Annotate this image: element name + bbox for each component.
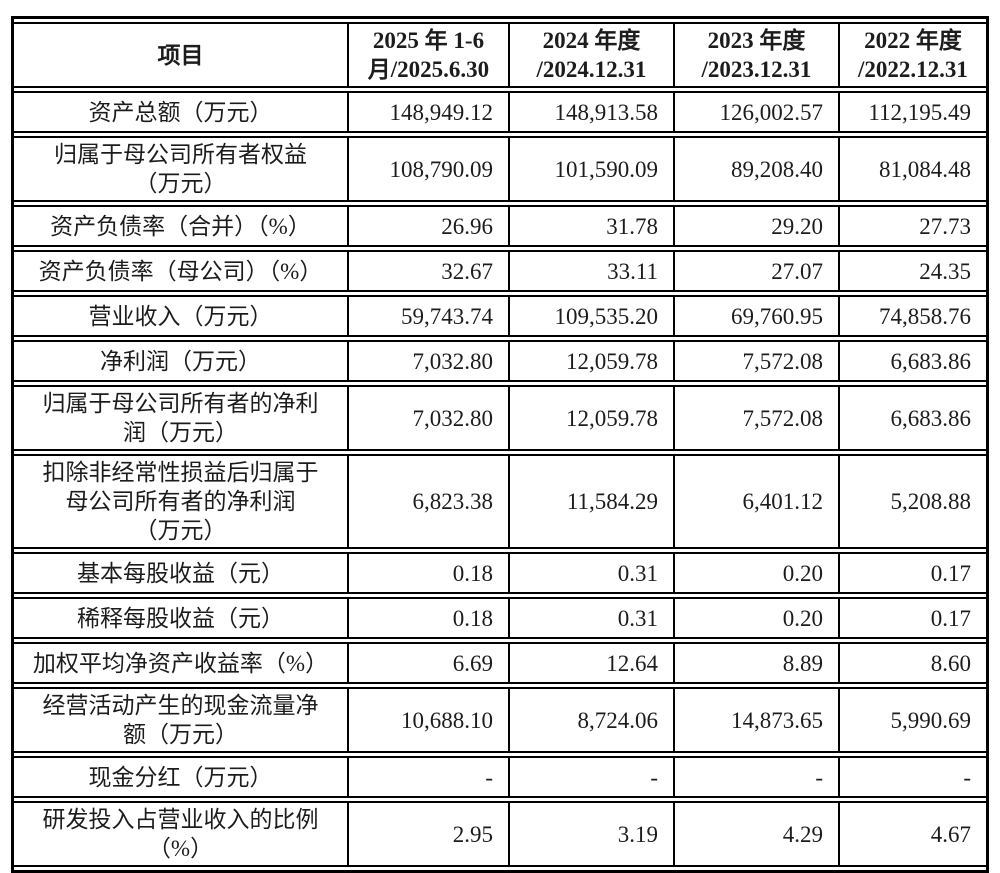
value-cell: 101,590.09 [510,136,675,202]
table-header: 项目 2025 年 1-6 月/2025.6.30 2024 年度 /2024.… [14,22,986,88]
value-cell: 26.96 [349,205,510,247]
row-label-cell: 经营活动产生的现金流量净 额（万元） [14,687,349,753]
header-period-2023: 2023 年度 /2023.12.31 [675,22,840,88]
value-cell: 0.18 [349,552,510,594]
value-cell: 3.19 [510,801,675,867]
value-cell: 5,208.88 [840,454,986,549]
value-cell: 59,743.74 [349,295,510,337]
value-cell: 12,059.78 [510,340,675,382]
table-row: 归属于母公司所有者权益 （万元） 108,790.09 101,590.09 8… [14,136,986,202]
value-cell: 8.89 [675,642,840,684]
table-row: 基本每股收益（元） 0.18 0.31 0.20 0.17 [14,552,986,594]
value-cell: 7,032.80 [349,385,510,451]
value-cell: 126,002.57 [675,91,840,133]
header-period-2025: 2025 年 1-6 月/2025.6.30 [349,22,510,88]
value-cell: 6,823.38 [349,454,510,549]
table-row: 归属于母公司所有者的净利 润（万元） 7,032.80 12,059.78 7,… [14,385,986,451]
value-cell: - [840,756,986,798]
value-cell: 24.35 [840,250,986,292]
value-cell: 74,858.76 [840,295,986,337]
value-cell: 11,584.29 [510,454,675,549]
financial-summary-table: 项目 2025 年 1-6 月/2025.6.30 2024 年度 /2024.… [11,16,989,873]
table-row: 加权平均净资产收益率（%） 6.69 12.64 8.89 8.60 [14,642,986,684]
value-cell: 0.17 [840,597,986,639]
row-label-cell: 资产总额（万元） [14,91,349,133]
row-label-cell: 净利润（万元） [14,340,349,382]
value-cell: 112,195.49 [840,91,986,133]
value-cell: 12,059.78 [510,385,675,451]
row-label-cell: 营业收入（万元） [14,295,349,337]
value-cell: 89,208.40 [675,136,840,202]
value-cell: 0.18 [349,597,510,639]
row-label-cell: 基本每股收益（元） [14,552,349,594]
value-cell: 6,683.86 [840,385,986,451]
value-cell: 0.31 [510,597,675,639]
table-row: 营业收入（万元） 59,743.74 109,535.20 69,760.95 … [14,295,986,337]
value-cell: 0.31 [510,552,675,594]
value-cell: 148,949.12 [349,91,510,133]
value-cell: 0.17 [840,552,986,594]
value-cell: 0.20 [675,552,840,594]
value-cell: 31.78 [510,205,675,247]
value-cell: 81,084.48 [840,136,986,202]
value-cell: 32.67 [349,250,510,292]
value-cell: 6,401.12 [675,454,840,549]
table-row: 现金分红（万元） - - - - [14,756,986,798]
table-row: 研发投入占营业收入的比例 （%） 2.95 3.19 4.29 4.67 [14,801,986,867]
value-cell: 69,760.95 [675,295,840,337]
value-cell: 7,572.08 [675,385,840,451]
value-cell: 7,032.80 [349,340,510,382]
value-cell: 4.29 [675,801,840,867]
row-label-cell: 现金分红（万元） [14,756,349,798]
row-label-cell: 资产负债率（母公司）（%） [14,250,349,292]
table-row: 资产负债率（母公司）（%） 32.67 33.11 27.07 24.35 [14,250,986,292]
value-cell: 33.11 [510,250,675,292]
row-label-cell: 研发投入占营业收入的比例 （%） [14,801,349,867]
value-cell: 109,535.20 [510,295,675,337]
table-body: 资产总额（万元） 148,949.12 148,913.58 126,002.5… [14,91,986,867]
table-row: 资产总额（万元） 148,949.12 148,913.58 126,002.5… [14,91,986,133]
header-row: 项目 2025 年 1-6 月/2025.6.30 2024 年度 /2024.… [14,22,986,88]
row-label-cell: 归属于母公司所有者的净利 润（万元） [14,385,349,451]
row-label-cell: 扣除非经常性损益后归属于 母公司所有者的净利润 （万元） [14,454,349,549]
value-cell: 7,572.08 [675,340,840,382]
header-period-2024: 2024 年度 /2024.12.31 [510,22,675,88]
header-item-column: 项目 [14,22,349,88]
value-cell: 2.95 [349,801,510,867]
row-label-cell: 稀释每股收益（元） [14,597,349,639]
value-cell: 0.20 [675,597,840,639]
value-cell: 6,683.86 [840,340,986,382]
value-cell: 27.07 [675,250,840,292]
value-cell: 5,990.69 [840,687,986,753]
value-cell: 6.69 [349,642,510,684]
value-cell: 8,724.06 [510,687,675,753]
table-row: 经营活动产生的现金流量净 额（万元） 10,688.10 8,724.06 14… [14,687,986,753]
row-label-cell: 资产负债率（合并）（%） [14,205,349,247]
value-cell: 108,790.09 [349,136,510,202]
value-cell: 8.60 [840,642,986,684]
row-label-cell: 加权平均净资产收益率（%） [14,642,349,684]
value-cell: 12.64 [510,642,675,684]
table-row: 净利润（万元） 7,032.80 12,059.78 7,572.08 6,68… [14,340,986,382]
value-cell: 14,873.65 [675,687,840,753]
value-cell: - [510,756,675,798]
table-row: 稀释每股收益（元） 0.18 0.31 0.20 0.17 [14,597,986,639]
value-cell: - [349,756,510,798]
header-period-2022: 2022 年度 /2022.12.31 [840,22,986,88]
row-label-cell: 归属于母公司所有者权益 （万元） [14,136,349,202]
table-row: 资产负债率（合并）（%） 26.96 31.78 29.20 27.73 [14,205,986,247]
value-cell: 4.67 [840,801,986,867]
value-cell: 148,913.58 [510,91,675,133]
value-cell: 10,688.10 [349,687,510,753]
table-row: 扣除非经常性损益后归属于 母公司所有者的净利润 （万元） 6,823.38 11… [14,454,986,549]
value-cell: - [675,756,840,798]
value-cell: 29.20 [675,205,840,247]
value-cell: 27.73 [840,205,986,247]
